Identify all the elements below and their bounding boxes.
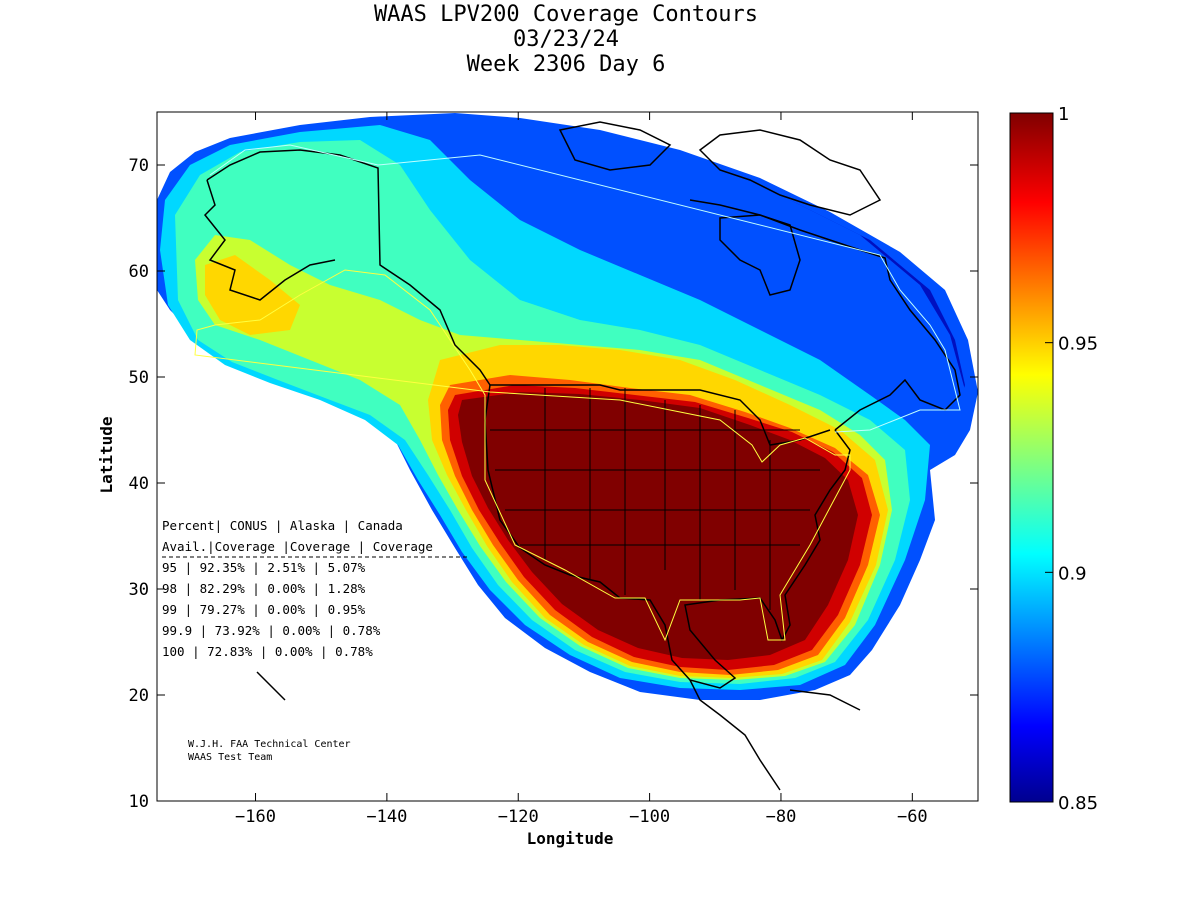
y-axis: 70 60 50 40 30 20 10: [129, 156, 978, 812]
table-rows: 95 | 92.35% | 2.51% | 5.07% 98 | 82.29% …: [162, 560, 381, 659]
y-tick-label: 20: [129, 686, 149, 706]
x-axis: −160 −140 −120 −100 −80 −60: [235, 112, 928, 827]
table-header-2: Avail.|Coverage |Coverage | Coverage: [162, 539, 433, 554]
x-tick-label: −140: [366, 807, 407, 827]
credit-line1: W.J.H. FAA Technical Center: [188, 739, 351, 750]
table-row: 95 | 92.35% | 2.51% | 5.07%: [162, 560, 366, 575]
y-tick-label: 30: [129, 580, 149, 600]
contour-095: [205, 255, 300, 335]
coastlines: [203, 121, 961, 791]
x-axis-label: Longitude: [527, 829, 614, 848]
x-tick-label: −100: [629, 807, 670, 827]
coverage-contours: [157, 113, 978, 791]
x-tick-label: −60: [897, 807, 928, 827]
colorbar-tick-label: 0.95: [1058, 334, 1098, 355]
colorbar: [1009, 112, 1054, 803]
x-tick-label: −80: [766, 807, 797, 827]
y-tick-label: 40: [129, 474, 149, 494]
table-row: 98 | 82.29% | 0.00% | 1.28%: [162, 581, 366, 596]
contour-100: [458, 392, 858, 660]
chart-title-line1: WAAS LPV200 Coverage Contours: [373, 2, 759, 27]
table-row: 100 | 72.83% | 0.00% | 0.78%: [162, 644, 373, 659]
colorbar-tick-label: 0.85: [1058, 793, 1098, 814]
y-tick-label: 50: [129, 368, 149, 388]
table-row: 99.9 | 73.92% | 0.00% | 0.78%: [162, 623, 381, 638]
colorbar-tick-label: 1: [1058, 104, 1069, 125]
chart-title-line3: Week 2306 Day 6: [466, 52, 666, 77]
state-boundaries: [490, 388, 820, 610]
x-tick-label: −160: [235, 807, 276, 827]
coverage-stats-table: Percent| CONUS | Alaska | Canada Avail.|…: [162, 518, 470, 659]
y-axis-label: Latitude: [97, 416, 116, 493]
y-tick-label: 60: [129, 262, 149, 282]
table-row: 99 | 79.27% | 0.00% | 0.95%: [162, 602, 366, 617]
service-area-outlines: [194, 144, 961, 642]
table-header-1: Percent| CONUS | Alaska | Canada: [162, 518, 403, 533]
x-tick-label: −120: [498, 807, 539, 827]
credit-line2: WAAS Test Team: [188, 752, 272, 763]
plot-border: [156, 111, 979, 802]
chart-title-line2: 03/23/24: [513, 27, 619, 52]
colorbar-ticks: 1 0.95 0.9 0.85: [1045, 104, 1098, 814]
y-tick-label: 10: [129, 792, 149, 812]
colorbar-tick-label: 0.9: [1058, 563, 1087, 584]
y-tick-label: 70: [129, 156, 149, 176]
